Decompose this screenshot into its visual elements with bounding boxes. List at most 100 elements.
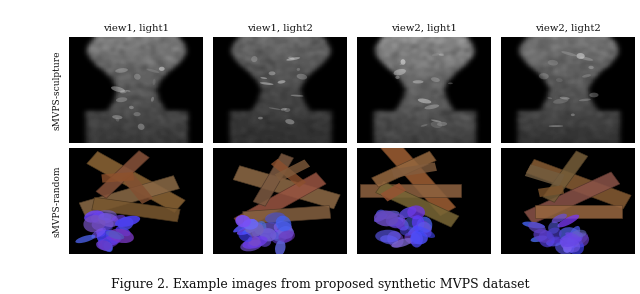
Ellipse shape	[138, 124, 145, 130]
Text: view1, light1: view1, light1	[103, 24, 169, 33]
Polygon shape	[275, 159, 310, 181]
Ellipse shape	[284, 108, 291, 112]
Ellipse shape	[248, 236, 260, 246]
Ellipse shape	[147, 69, 159, 73]
Polygon shape	[524, 172, 620, 224]
Ellipse shape	[278, 226, 294, 239]
Ellipse shape	[399, 64, 403, 65]
Ellipse shape	[272, 231, 287, 242]
Ellipse shape	[528, 222, 546, 233]
Text: Figure 2. Example images from proposed synthetic MVPS dataset: Figure 2. Example images from proposed s…	[111, 278, 529, 291]
Ellipse shape	[96, 229, 106, 237]
Polygon shape	[79, 176, 179, 216]
Ellipse shape	[539, 73, 548, 79]
Polygon shape	[376, 181, 459, 227]
Ellipse shape	[561, 51, 577, 56]
Polygon shape	[92, 197, 180, 222]
Ellipse shape	[418, 222, 432, 232]
Ellipse shape	[115, 118, 119, 121]
Ellipse shape	[533, 229, 553, 243]
Ellipse shape	[548, 60, 558, 66]
Ellipse shape	[387, 231, 404, 248]
Ellipse shape	[118, 217, 133, 230]
Ellipse shape	[565, 232, 582, 241]
Polygon shape	[234, 173, 326, 230]
Text: view1, light2: view1, light2	[247, 24, 313, 33]
Ellipse shape	[251, 56, 257, 62]
Ellipse shape	[418, 98, 431, 103]
Ellipse shape	[275, 240, 285, 256]
Polygon shape	[379, 138, 456, 216]
Ellipse shape	[265, 212, 285, 224]
Polygon shape	[538, 185, 564, 197]
Ellipse shape	[424, 104, 439, 109]
Ellipse shape	[567, 238, 584, 255]
Ellipse shape	[260, 77, 267, 79]
Ellipse shape	[297, 68, 300, 71]
Ellipse shape	[432, 53, 444, 56]
Ellipse shape	[560, 235, 575, 249]
Ellipse shape	[99, 213, 111, 220]
Ellipse shape	[571, 234, 582, 242]
Ellipse shape	[410, 230, 423, 248]
Ellipse shape	[243, 236, 268, 249]
Ellipse shape	[107, 233, 120, 243]
Ellipse shape	[399, 207, 417, 218]
Ellipse shape	[392, 238, 413, 248]
Ellipse shape	[134, 112, 141, 116]
Ellipse shape	[404, 232, 420, 244]
Ellipse shape	[291, 95, 303, 97]
Ellipse shape	[83, 215, 106, 232]
Polygon shape	[526, 159, 631, 209]
Polygon shape	[380, 183, 406, 201]
Ellipse shape	[278, 80, 285, 83]
Ellipse shape	[151, 97, 154, 102]
Polygon shape	[392, 163, 437, 178]
Ellipse shape	[386, 213, 406, 228]
Text: view2, light1: view2, light1	[391, 24, 457, 33]
Ellipse shape	[561, 231, 583, 247]
Ellipse shape	[237, 225, 259, 235]
Ellipse shape	[99, 234, 122, 249]
Ellipse shape	[376, 210, 386, 218]
Ellipse shape	[104, 242, 113, 252]
Ellipse shape	[439, 54, 444, 56]
Ellipse shape	[248, 240, 261, 248]
Ellipse shape	[269, 108, 281, 110]
Ellipse shape	[547, 228, 562, 240]
Ellipse shape	[112, 115, 122, 119]
Ellipse shape	[159, 67, 164, 71]
Ellipse shape	[431, 121, 442, 128]
Ellipse shape	[116, 227, 131, 236]
Ellipse shape	[111, 215, 125, 222]
Ellipse shape	[134, 74, 141, 80]
Ellipse shape	[129, 106, 134, 109]
Ellipse shape	[374, 211, 398, 226]
Ellipse shape	[269, 71, 275, 75]
Ellipse shape	[417, 217, 432, 233]
Ellipse shape	[104, 225, 113, 231]
Ellipse shape	[92, 218, 113, 231]
Ellipse shape	[577, 53, 585, 59]
Ellipse shape	[422, 221, 431, 237]
Polygon shape	[271, 159, 306, 188]
Polygon shape	[525, 164, 564, 186]
Ellipse shape	[548, 125, 563, 127]
Ellipse shape	[437, 122, 447, 126]
Ellipse shape	[288, 57, 294, 60]
Ellipse shape	[111, 86, 125, 92]
Polygon shape	[233, 166, 340, 209]
Ellipse shape	[589, 66, 594, 69]
Ellipse shape	[239, 231, 252, 242]
Ellipse shape	[396, 76, 399, 79]
Ellipse shape	[92, 228, 106, 238]
Ellipse shape	[556, 78, 563, 82]
Ellipse shape	[246, 222, 264, 237]
Ellipse shape	[431, 120, 442, 122]
Ellipse shape	[257, 234, 271, 247]
Ellipse shape	[259, 223, 278, 233]
Ellipse shape	[571, 113, 575, 116]
Ellipse shape	[388, 218, 403, 228]
Ellipse shape	[580, 56, 593, 61]
Text: view2, light2: view2, light2	[535, 24, 601, 33]
